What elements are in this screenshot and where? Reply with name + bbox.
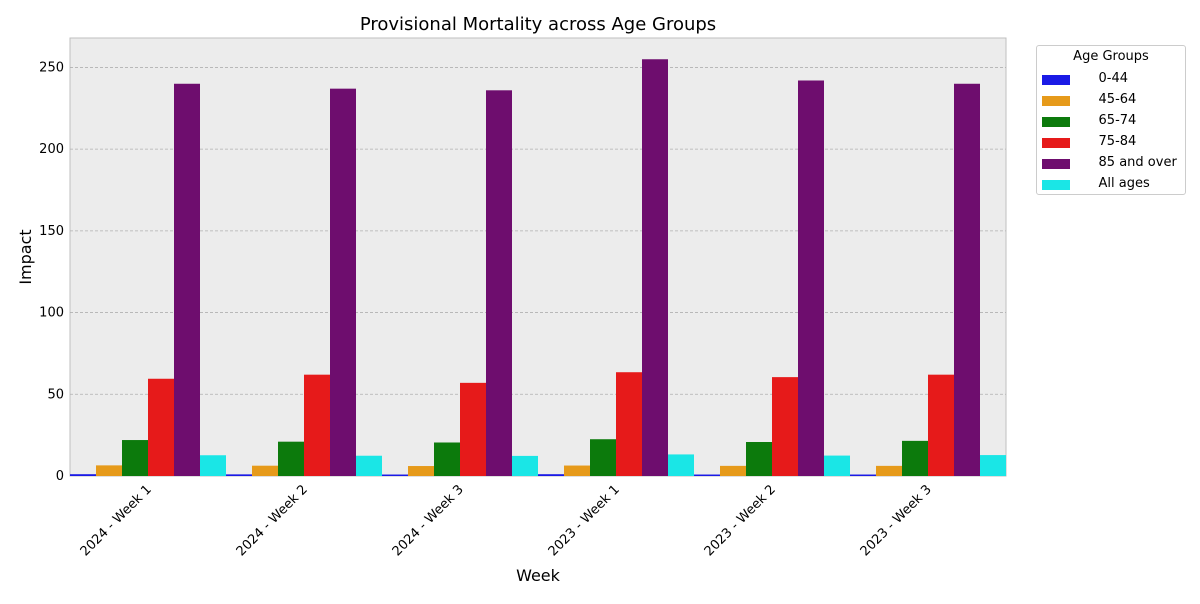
legend-label: 85 and over bbox=[1082, 155, 1177, 170]
legend-swatch bbox=[1042, 75, 1070, 85]
bar bbox=[148, 378, 174, 476]
plot-background bbox=[69, 37, 1007, 477]
legend-entry: 85 and over bbox=[1042, 154, 1184, 172]
y-tick-label: 50 bbox=[47, 387, 64, 402]
y-tick-label: 250 bbox=[39, 60, 64, 75]
legend-label: 0-44 bbox=[1082, 71, 1129, 86]
bar bbox=[980, 455, 1006, 476]
bar bbox=[772, 377, 798, 476]
bar bbox=[746, 442, 772, 476]
legend: Age Groups 0-44 45-64 65-74 75-84 85 and… bbox=[1036, 45, 1186, 195]
bar bbox=[928, 374, 954, 476]
bars bbox=[70, 59, 1006, 476]
x-tick-label: 2023 - Week 3 bbox=[858, 482, 935, 559]
bar bbox=[538, 474, 564, 476]
bar bbox=[200, 455, 226, 476]
bar bbox=[876, 465, 902, 476]
legend-entry: 75-84 bbox=[1042, 133, 1184, 151]
legend-swatch bbox=[1042, 159, 1070, 169]
x-tick-label: 2024 - Week 3 bbox=[390, 482, 467, 559]
legend-swatch bbox=[1042, 117, 1070, 127]
bar bbox=[850, 474, 876, 476]
y-tick-label: 0 bbox=[56, 469, 64, 484]
chart-title: Provisional Mortality across Age Groups bbox=[360, 14, 716, 35]
legend-entry: All ages bbox=[1042, 175, 1184, 193]
bar bbox=[590, 439, 616, 476]
x-tick-label: 2024 - Week 1 bbox=[78, 482, 155, 559]
bar bbox=[304, 374, 330, 476]
bar bbox=[96, 465, 122, 476]
bar bbox=[122, 440, 148, 476]
legend-label: All ages bbox=[1082, 176, 1150, 191]
bar bbox=[174, 83, 200, 476]
bar bbox=[278, 441, 304, 476]
legend-entry: 0-44 bbox=[1042, 70, 1184, 88]
x-tick-label: 2024 - Week 2 bbox=[234, 482, 311, 559]
legend-swatch bbox=[1042, 96, 1070, 106]
legend-title: Age Groups bbox=[1073, 49, 1149, 64]
y-axis-ticks: 0 50 100 150 200 250 bbox=[39, 60, 64, 484]
bar bbox=[226, 474, 252, 476]
bar bbox=[694, 474, 720, 476]
x-axis-ticks: 2024 - Week 1 2024 - Week 2 2024 - Week 3 2… bbox=[78, 482, 935, 559]
bar bbox=[512, 455, 538, 476]
x-tick-label: 2023 - Week 2 bbox=[702, 482, 779, 559]
gridlines bbox=[70, 67, 1006, 395]
y-tick-label: 150 bbox=[39, 224, 64, 239]
y-tick-label: 100 bbox=[39, 306, 64, 321]
y-axis-label: Impact bbox=[16, 229, 35, 284]
bar bbox=[954, 83, 980, 476]
bar bbox=[642, 59, 668, 476]
bar bbox=[252, 465, 278, 476]
x-axis-label: Week bbox=[516, 566, 561, 585]
legend-entry: 65-74 bbox=[1042, 112, 1184, 130]
legend-entry: 45-64 bbox=[1042, 91, 1184, 109]
x-tick-label: 2023 - Week 1 bbox=[546, 482, 623, 559]
legend-swatch bbox=[1042, 180, 1070, 190]
bar bbox=[824, 455, 850, 476]
legend-swatch bbox=[1042, 138, 1070, 148]
bar bbox=[720, 465, 746, 476]
bar bbox=[70, 474, 96, 476]
bar bbox=[356, 455, 382, 476]
bar bbox=[798, 80, 824, 476]
bar bbox=[408, 466, 434, 476]
legend-label: 75-84 bbox=[1082, 134, 1137, 149]
bar bbox=[460, 382, 486, 476]
y-tick-label: 200 bbox=[39, 142, 64, 157]
bar bbox=[902, 440, 928, 476]
legend-label: 45-64 bbox=[1082, 92, 1137, 107]
bar bbox=[330, 88, 356, 476]
bar bbox=[564, 465, 590, 476]
bar bbox=[616, 372, 642, 476]
legend-label: 65-74 bbox=[1082, 113, 1137, 128]
bar bbox=[434, 442, 460, 476]
bar bbox=[668, 454, 694, 476]
bar bbox=[486, 90, 512, 476]
bar bbox=[382, 474, 408, 476]
